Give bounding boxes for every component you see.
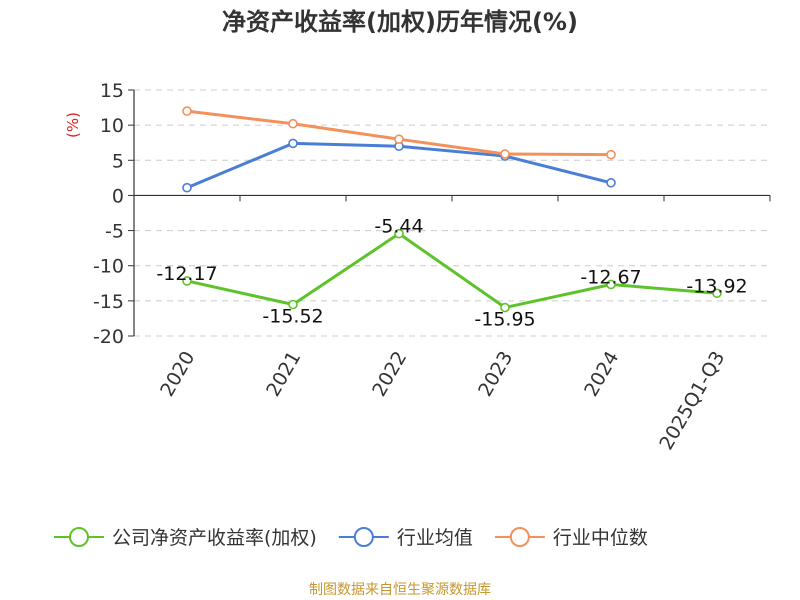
legend-label: 行业中位数 [553,527,648,549]
y-tick-label: -10 [93,256,124,278]
data-label: -5.44 [374,216,423,238]
legend-item-0[interactable]: 公司净资产收益率(加权) [54,527,317,549]
legend[interactable]: 公司净资产收益率(加权) 行业均值 行业中位数 [54,527,648,549]
y-tick-label: 0 [112,185,124,207]
legend-item-2[interactable]: 行业中位数 [494,527,648,549]
data-point [288,138,298,149]
legend-marker [353,527,374,547]
x-tick-label: 2021 [262,348,305,401]
legend-marker [509,527,530,547]
series-group [182,106,722,313]
data-point [182,106,192,116]
legend-label: 行业均值 [397,527,473,549]
gridlines [128,89,770,337]
data-point [500,149,510,159]
legend-label: 公司净资产收益率(加权) [112,527,317,549]
source-note: 制图数据来自恒生聚源数据库 [309,582,491,598]
y-tick-label: -20 [93,326,124,348]
data-point [182,182,192,193]
data-label: -12.67 [580,266,641,288]
y-tick-label: 10 [100,115,124,137]
data-point [394,134,404,144]
axes [133,90,771,336]
data-point [712,288,722,299]
chart-title: 净资产收益率(加权)历年情况(%) [222,8,578,36]
data-point [606,279,616,290]
data-label: -15.52 [262,306,323,328]
data-point [606,149,616,160]
x-tick-label: 2022 [368,348,411,401]
x-tick-labels: 2020 2021 2022 2023 2024 2025Q1-Q3 [156,348,729,454]
y-tick-label: -5 [105,221,124,243]
y-tick-label: 15 [100,80,124,102]
legend-marker [69,527,89,547]
x-tick-label: 2020 [156,348,199,401]
y-axis-unit-label: (%) [64,112,82,138]
data-point [288,299,298,310]
data-labels: -12.17 -15.52 -5.44 -15.95 -12.67 -13.92 [156,216,747,331]
data-point [500,302,510,313]
y-tick-label: 5 [112,150,124,172]
x-tick-label: 2025Q1-Q3 [655,348,729,454]
data-label: -13.92 [686,275,747,297]
series-line-0 [186,232,718,310]
x-tick-label: 2024 [580,348,623,401]
data-point [394,228,404,239]
data-point [182,276,192,286]
data-point [288,118,298,129]
data-label: -15.95 [474,309,535,331]
y-tick-labels: 15 10 5 0 -5 -10 -15 -20 [93,80,124,348]
legend-item-1[interactable]: 行业均值 [338,527,473,549]
y-tick-label: -15 [93,291,124,313]
x-tick-label: 2023 [474,348,517,401]
data-point [606,177,616,188]
data-label: -12.17 [156,263,217,285]
